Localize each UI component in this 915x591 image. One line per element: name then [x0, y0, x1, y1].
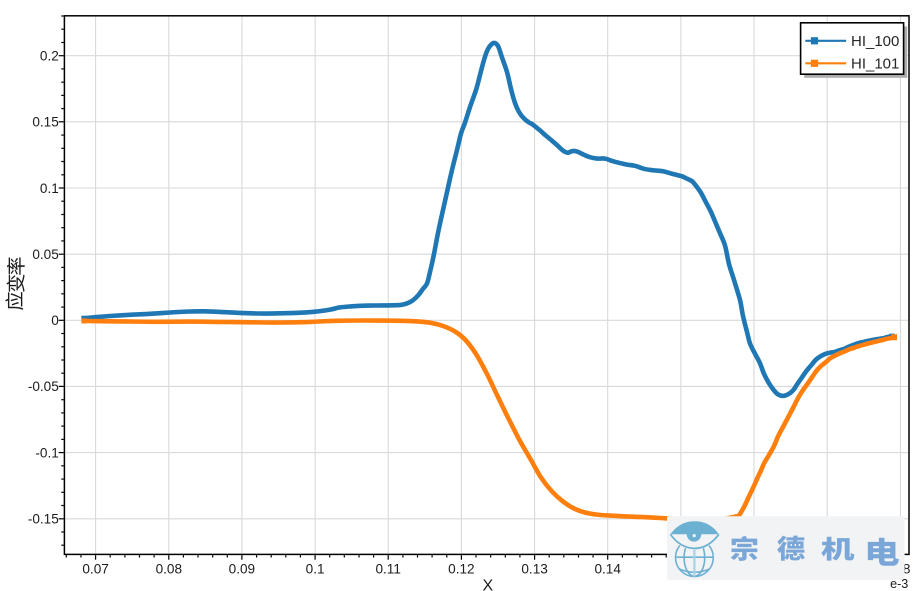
svg-text:0.12: 0.12	[448, 562, 474, 577]
svg-text:0.2: 0.2	[40, 49, 59, 64]
svg-text:0.08: 0.08	[156, 562, 182, 577]
svg-text:-0.05: -0.05	[28, 379, 59, 394]
svg-text:0.05: 0.05	[32, 247, 58, 262]
svg-text:0.14: 0.14	[594, 562, 621, 577]
svg-text:0.07: 0.07	[82, 562, 108, 577]
svg-text:0.1: 0.1	[40, 181, 59, 196]
svg-text:0.11: 0.11	[375, 562, 400, 577]
svg-text:0: 0	[51, 313, 59, 328]
svg-text:0.09: 0.09	[229, 562, 255, 577]
svg-text:-0.1: -0.1	[35, 445, 58, 460]
svg-text:0.13: 0.13	[521, 562, 547, 577]
svg-text:-0.15: -0.15	[28, 512, 59, 527]
svg-text:e-3: e-3	[890, 577, 908, 591]
svg-text:HI_100: HI_100	[851, 33, 899, 50]
svg-text:X: X	[482, 577, 493, 591]
svg-text:0.15: 0.15	[32, 115, 58, 130]
svg-text:0.1: 0.1	[306, 562, 325, 577]
svg-text:HI_101: HI_101	[851, 56, 899, 73]
